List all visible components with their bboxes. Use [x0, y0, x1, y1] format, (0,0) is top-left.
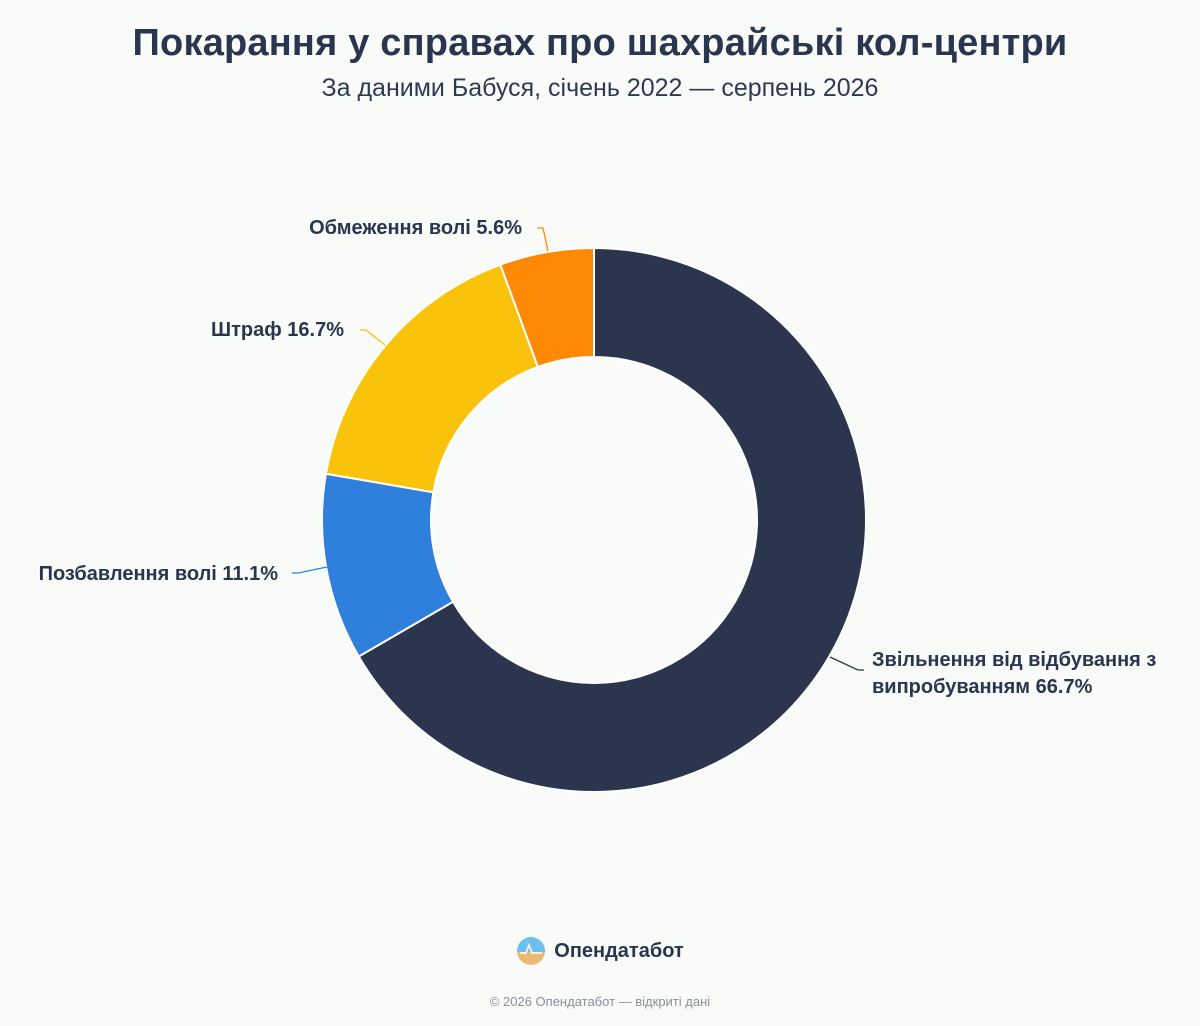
- donut-slice: [357, 247, 867, 793]
- copyright-text: © 2026 Опендатабот — відкриті дані: [489, 994, 711, 1009]
- slice-label: Обмеження волі 5.6%: [309, 217, 522, 239]
- slice-label: Позбавлення волі 11.1%: [39, 563, 279, 585]
- opendatabot-logo-icon: [517, 937, 546, 965]
- leader-line: [537, 227, 549, 252]
- donut-slice: [324, 263, 539, 494]
- brand-name: Опендатабот: [554, 939, 684, 962]
- chart-title: Покарання у справах про шахрайські кол-ц…: [132, 22, 1068, 64]
- slice-label: Звільнення від відбування з випробуванням…: [872, 649, 1156, 698]
- leader-line: [829, 656, 864, 671]
- label-leader-lines: [292, 227, 864, 671]
- donut-slice: [499, 247, 595, 368]
- slice-label: Штраф 16.7%: [211, 319, 344, 341]
- chart-subtitle: За даними Бабуся, січень 2022 — серпень …: [321, 74, 879, 102]
- footer-brand: Опендатабот: [0, 936, 1200, 966]
- leader-line: [292, 566, 328, 574]
- slice-labels: Звільнення від відбування з випробуванням…: [39, 217, 1157, 698]
- donut-slices: [321, 247, 867, 793]
- leader-line: [360, 329, 386, 346]
